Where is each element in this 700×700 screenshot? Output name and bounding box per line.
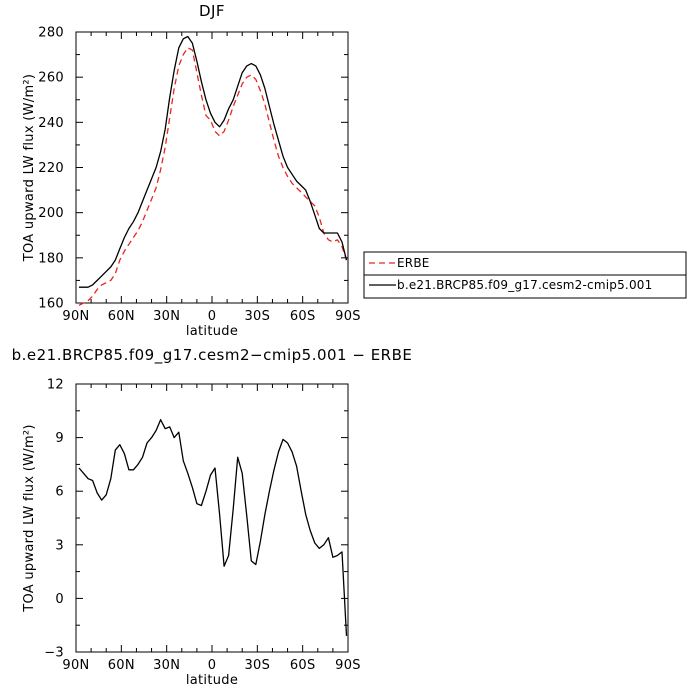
chart-panel-2: b.e21.BRCP85.f09_g17.cesm2−cmip5.001 − E… [12, 346, 413, 688]
y-tick-label: 220 [38, 161, 64, 176]
y-tick-label: 260 [38, 71, 64, 86]
y-tick-label: 180 [38, 251, 64, 266]
y-tick-label: 0 [55, 592, 64, 607]
y-tick-label: 240 [38, 116, 64, 131]
series-line-1 [78, 47, 348, 306]
y-tick-label: 12 [47, 378, 64, 393]
y-axis-label: TOA upward LW flux (W/m²) [22, 74, 37, 263]
legend-label-2: b.e21.BRCP85.f09_g17.cesm2-cmip5.001 [397, 278, 652, 292]
x-tick-label: 60N [108, 309, 135, 324]
chart-panel-1: DJF 90N 60N 30N 0 30S 60S 90S 160 180 200 220 240 260… [22, 2, 361, 339]
plot-frame [75, 31, 349, 304]
legend: ERBE b.e21.BRCP85.f09_g17.cesm2-cmip5.001 [363, 251, 687, 299]
x-tick-label: 30N [153, 658, 180, 673]
y-tick-label: 160 [38, 297, 64, 312]
x-tick-label: 60S [290, 309, 316, 324]
x-tick-label: 60S [290, 658, 316, 673]
y-tick-label: 3 [55, 538, 64, 553]
x-tick-label: 60N [108, 658, 135, 673]
x-tick-label: 90N [62, 309, 89, 324]
series-line-2 [79, 35, 348, 288]
x-tick-label: 30S [244, 309, 270, 324]
y-tick-label: 280 [38, 26, 64, 41]
x-tick-label: 30S [244, 658, 270, 673]
y-tick-label: −3 [44, 646, 64, 661]
y-tick-label: 9 [55, 431, 64, 446]
y-axis-label: TOA upward LW flux (W/m²) [22, 424, 37, 613]
series-line-1 [78, 419, 348, 636]
x-tick-label: 90S [335, 309, 361, 324]
x-tick-label: 0 [208, 658, 217, 673]
legend-label-1: ERBE [397, 256, 430, 270]
x-axis-label: latitude [186, 324, 238, 339]
x-tick-label: 90S [335, 658, 361, 673]
x-tick-label: 90N [62, 658, 89, 673]
chart-title: DJF [199, 2, 225, 20]
y-tick-label: 6 [55, 485, 64, 500]
x-axis-label: latitude [186, 673, 238, 688]
chart-title: b.e21.BRCP85.f09_g17.cesm2−cmip5.001 − E… [12, 346, 413, 365]
x-tick-label: 0 [208, 309, 217, 324]
x-tick-label: 30N [153, 309, 180, 324]
y-tick-label: 200 [38, 206, 64, 221]
